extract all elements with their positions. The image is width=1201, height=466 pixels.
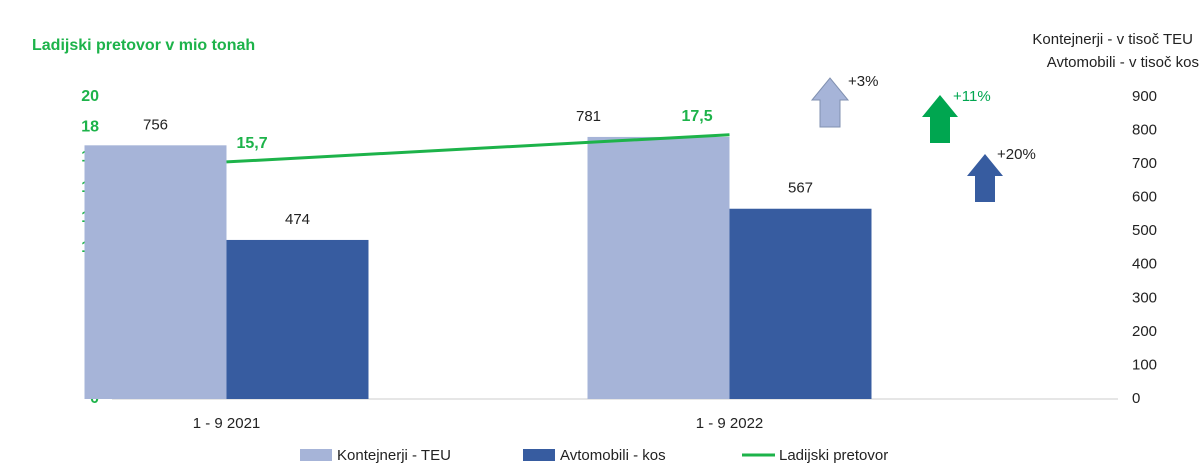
bar-value-label: 781: [576, 108, 601, 125]
y2-tick-label: 0: [1132, 390, 1140, 407]
bar-value-label: 756: [143, 116, 168, 133]
legend-label: Ladijski pretovor: [779, 447, 888, 464]
y-tick-label: 18: [81, 118, 99, 135]
legend-swatch: [300, 449, 332, 461]
y2-axis-label: Kontejnerji - v tisoč TEU: [1032, 31, 1193, 48]
bar-value-label: 567: [788, 180, 813, 197]
chart-title: Ladijski pretovor v mio tonah: [32, 37, 255, 54]
y2-tick-label: 400: [1132, 256, 1157, 273]
bar: [226, 239, 369, 399]
arrow: [967, 154, 1003, 202]
y-tick-label: 20: [81, 88, 99, 105]
arrow: [922, 95, 958, 143]
x-tick-label: 1 - 9 2022: [696, 415, 764, 432]
y2-tick-label: 500: [1132, 222, 1157, 239]
bar: [84, 145, 227, 399]
y2-tick-label: 900: [1132, 88, 1157, 105]
line: [226, 133, 730, 164]
annotation: +11%: [953, 88, 991, 105]
line-value-label: 17,5: [682, 108, 713, 125]
y2-tick-label: 100: [1132, 356, 1157, 373]
y2-tick-label: 300: [1132, 289, 1157, 306]
y2-tick-label: 200: [1132, 323, 1157, 340]
y2-axis-label: Avtomobili - v tisoč kos: [1047, 54, 1199, 71]
x-tick-label: 1 - 9 2021: [193, 415, 261, 432]
bar-value-label: 474: [285, 211, 310, 228]
legend-swatch: [523, 449, 555, 461]
y2-tick-label: 800: [1132, 122, 1157, 139]
arrow: [810, 77, 850, 128]
bar: [729, 208, 872, 399]
legend-label: Kontejnerji - TEU: [337, 447, 451, 464]
annotation: +20%: [997, 146, 1036, 163]
annotation: +3%: [848, 73, 878, 90]
legend-label: Avtomobili - kos: [560, 447, 666, 464]
line-value-label: 15,7: [237, 135, 268, 152]
y2-tick-label: 600: [1132, 189, 1157, 206]
bar: [587, 136, 730, 400]
y2-tick-label: 700: [1132, 155, 1157, 172]
